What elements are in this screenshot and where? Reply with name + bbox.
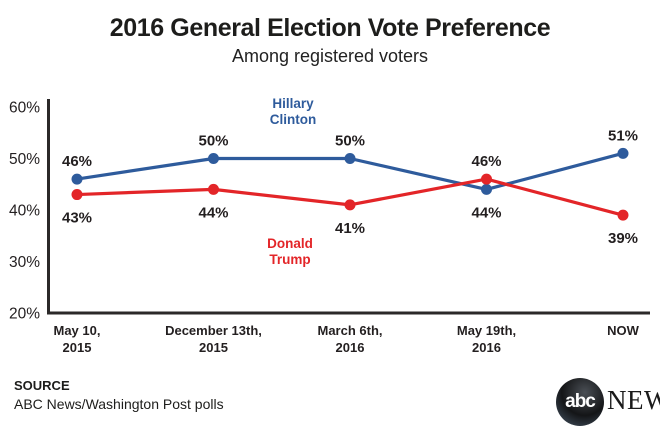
donald-trump-value-label: 41% bbox=[335, 220, 365, 237]
x-tick-label: 2015 bbox=[199, 340, 228, 355]
y-tick-label: 60% bbox=[9, 100, 40, 117]
chart-subtitle: Among registered voters bbox=[231, 46, 429, 66]
hillary-clinton-value-label: 46% bbox=[62, 153, 92, 170]
hillary-clinton-value-label: 51% bbox=[608, 127, 638, 144]
donald-trump-point bbox=[344, 199, 356, 211]
y-tick-label: 20% bbox=[9, 306, 40, 323]
y-tick-label: 30% bbox=[9, 254, 40, 271]
hillary-clinton-point bbox=[208, 153, 219, 164]
x-tick-label: 2016 bbox=[336, 340, 365, 355]
hillary-clinton-point bbox=[71, 173, 83, 185]
hillary-clinton-value-label: 50% bbox=[335, 133, 365, 150]
chart-title: 2016 General Election Vote Preference bbox=[109, 14, 551, 42]
hillary-clinton-point bbox=[344, 153, 356, 164]
hillary-clinton-point bbox=[481, 183, 492, 195]
source-label: SOURCE bbox=[14, 378, 70, 393]
x-tick-label: 2015 bbox=[63, 340, 92, 355]
donald-trump-value-label: 46% bbox=[471, 153, 501, 170]
hillary-clinton-value-label: 50% bbox=[198, 133, 228, 150]
x-tick-label: May 10, bbox=[54, 323, 101, 338]
donald-trump-point bbox=[71, 189, 83, 201]
source-text: ABC News/Washington Post polls bbox=[14, 396, 224, 412]
donald-trump-value-label: 39% bbox=[608, 230, 638, 247]
x-tick-label: December 13th, bbox=[165, 323, 262, 338]
donald-trump-value-label: 44% bbox=[198, 204, 228, 221]
x-tick-label: May 19th, bbox=[457, 323, 516, 338]
news-wordmark: NEWS bbox=[607, 385, 660, 415]
y-tick-label: 50% bbox=[9, 151, 40, 168]
donald-trump-point bbox=[617, 209, 629, 221]
donald-trump-point bbox=[208, 183, 219, 195]
donald-trump-point bbox=[481, 173, 492, 185]
hillary-clinton-series-label: Hillary bbox=[272, 96, 314, 111]
hillary-clinton-series-label: Clinton bbox=[270, 112, 317, 127]
donald-trump-series-label: Trump bbox=[269, 252, 310, 267]
hillary-clinton-value-label: 44% bbox=[471, 204, 501, 221]
x-tick-label: 2016 bbox=[472, 340, 501, 355]
abc-logo-icon: abc bbox=[556, 377, 604, 426]
donald-trump-series-label: Donald bbox=[267, 236, 313, 251]
x-tick-label: March 6th, bbox=[317, 323, 382, 338]
abc-news-logo: abc NEWS bbox=[556, 377, 660, 426]
hillary-clinton-point bbox=[617, 147, 629, 159]
x-tick-label: NOW bbox=[607, 323, 640, 338]
donald-trump-value-label: 43% bbox=[62, 210, 92, 227]
y-tick-label: 40% bbox=[9, 203, 40, 220]
